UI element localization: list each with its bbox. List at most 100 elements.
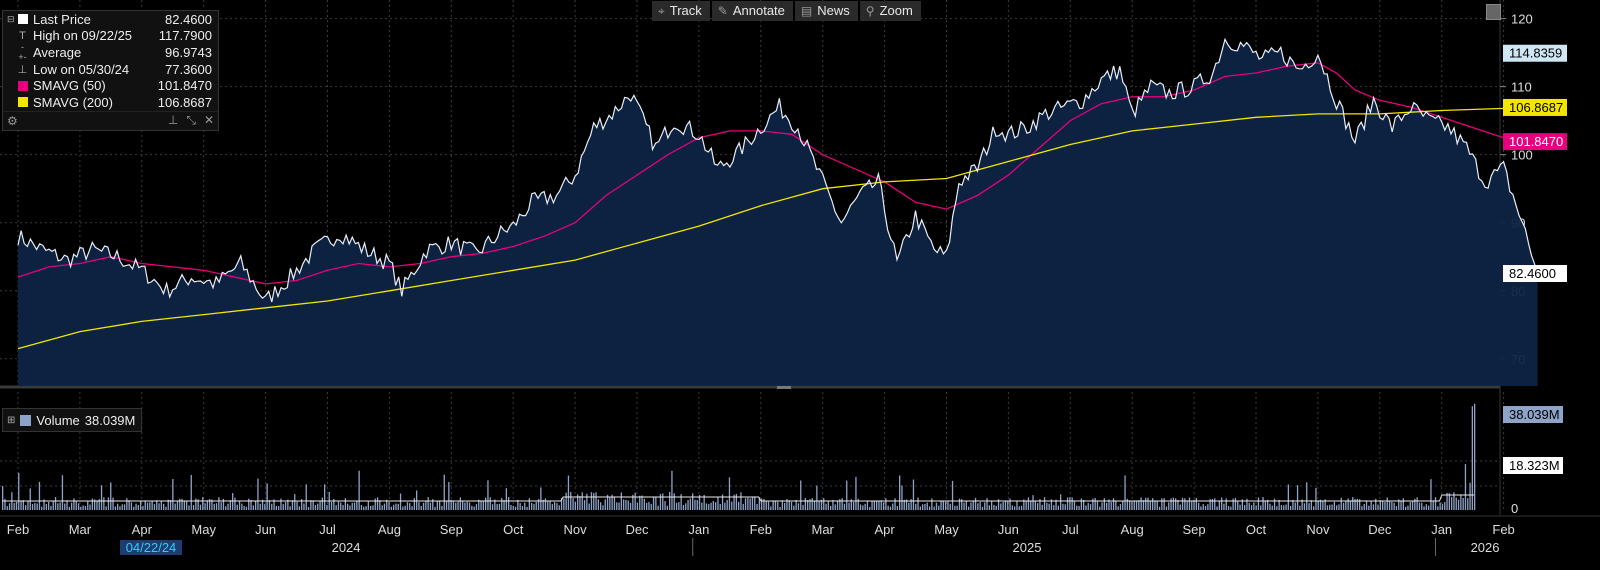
price-tag [1503, 44, 1567, 62]
volume-bar [1071, 497, 1073, 510]
volume-bar [31, 504, 34, 510]
volume-bar [531, 502, 533, 510]
close-icon[interactable]: ✕ [203, 113, 214, 128]
volume-bar [1469, 482, 1471, 510]
volume-bar [708, 504, 710, 510]
volume-tag [1503, 406, 1563, 423]
volume-bar [404, 505, 406, 510]
volume-bar [512, 505, 514, 510]
low-marker-icon: ⊥ [17, 63, 28, 76]
legend-swatch [18, 80, 28, 91]
volume-bar [105, 506, 107, 510]
volume-bar [590, 492, 593, 510]
volume-bar [209, 499, 211, 510]
volume-bar [1092, 498, 1094, 510]
volume-bar [873, 501, 875, 510]
volume-bar [839, 499, 841, 510]
volume-bar [429, 502, 432, 510]
volume-bar [832, 499, 834, 510]
volume-bar [558, 505, 560, 510]
volume-bar [572, 498, 574, 510]
volume-bar [947, 501, 949, 510]
gear-icon[interactable]: ⚙ [7, 113, 18, 128]
track-button[interactable]: ⌖ Track [652, 1, 710, 21]
volume-bar [834, 504, 836, 510]
news-button[interactable]: ▤ News [794, 1, 858, 21]
volume-bar [1204, 505, 1207, 510]
volume-bar [229, 500, 231, 510]
legend-row-sma200[interactable]: SMAVG (200) 106.8687 [3, 94, 218, 111]
annotate-button[interactable]: ✎ Annotate [711, 1, 793, 21]
volume-bar [1043, 497, 1046, 510]
volume-bar [1432, 500, 1434, 510]
legend-row-sma50[interactable]: SMAVG (50) 101.8470 [3, 77, 218, 94]
volume-bar [36, 503, 38, 510]
legend-row-low: ⊥ Low on 05/30/24 77.3600 [17, 61, 212, 77]
volume-bar [779, 506, 781, 510]
volume-bar [186, 500, 188, 510]
volume-bar [1076, 505, 1078, 510]
scroll-up-button[interactable] [1486, 4, 1501, 20]
volume-bar [6, 506, 8, 510]
zoom-button[interactable]: ⚲ Zoom [859, 1, 921, 21]
volume-bar [1317, 500, 1319, 510]
volume-bar [190, 474, 192, 510]
resize-icon[interactable]: ⤡ [186, 113, 196, 128]
volume-bar [1434, 497, 1437, 510]
volume-bar [673, 493, 675, 510]
volume-bar [1368, 505, 1370, 510]
volume-bar [940, 501, 942, 510]
volume-bar [1402, 498, 1404, 510]
volume-bar [692, 493, 694, 510]
volume-bar [793, 505, 795, 510]
legend-row-last-price[interactable]: ⊟ Last Price 82.4600 [7, 11, 212, 27]
collapse-icon[interactable]: ⊟ [7, 13, 15, 24]
volume-bar [1342, 502, 1345, 510]
volume-bar [643, 498, 645, 510]
volume-bar [255, 501, 257, 510]
volume-bar [1193, 499, 1195, 510]
volume-bar [878, 501, 880, 510]
volume-bar [1200, 506, 1202, 510]
volume-bar [1283, 505, 1285, 510]
volume-bar [1462, 497, 1464, 510]
price-tag-label: 82.4600 [1509, 266, 1556, 281]
volume-bar [754, 496, 756, 510]
volume-bar [153, 504, 156, 510]
volume-bar [238, 500, 241, 510]
volume-bar [347, 503, 349, 510]
volume-bar [1179, 504, 1181, 510]
volume-bar [1292, 499, 1294, 510]
volume-bar [1359, 499, 1361, 510]
month-tick-label: Jan [1431, 522, 1452, 537]
volume-bar [1225, 498, 1227, 510]
volume-bar [604, 499, 606, 510]
volume-bar [1154, 501, 1156, 510]
volume-bar [583, 500, 586, 510]
volume-bar [1336, 505, 1338, 510]
volume-bar [379, 500, 381, 510]
volume-bar [1271, 505, 1273, 510]
volume-bar [977, 503, 979, 510]
volume-bar [1101, 502, 1103, 510]
volume-bar [1032, 495, 1034, 510]
volume-bar [273, 499, 275, 510]
volume-bar [287, 499, 289, 510]
volume-bar [991, 500, 993, 510]
volume-bar [1188, 497, 1191, 510]
volume-bar [807, 500, 809, 510]
volume-bar [696, 499, 698, 510]
volume-bar [52, 501, 54, 510]
volume-legend[interactable]: ⊞ Volume 38.039M [2, 408, 143, 432]
volume-bar [593, 492, 595, 510]
volume-bar [459, 497, 461, 510]
expand-icon[interactable]: ⊞ [7, 414, 16, 426]
pin-icon[interactable]: ⊥ [167, 113, 179, 128]
volume-bar [181, 498, 183, 510]
volume-bar [547, 501, 549, 510]
volume-bar [682, 504, 685, 510]
volume-bar [1170, 498, 1172, 510]
volume-bar [418, 502, 420, 510]
year-label: 2025 [1013, 540, 1042, 555]
